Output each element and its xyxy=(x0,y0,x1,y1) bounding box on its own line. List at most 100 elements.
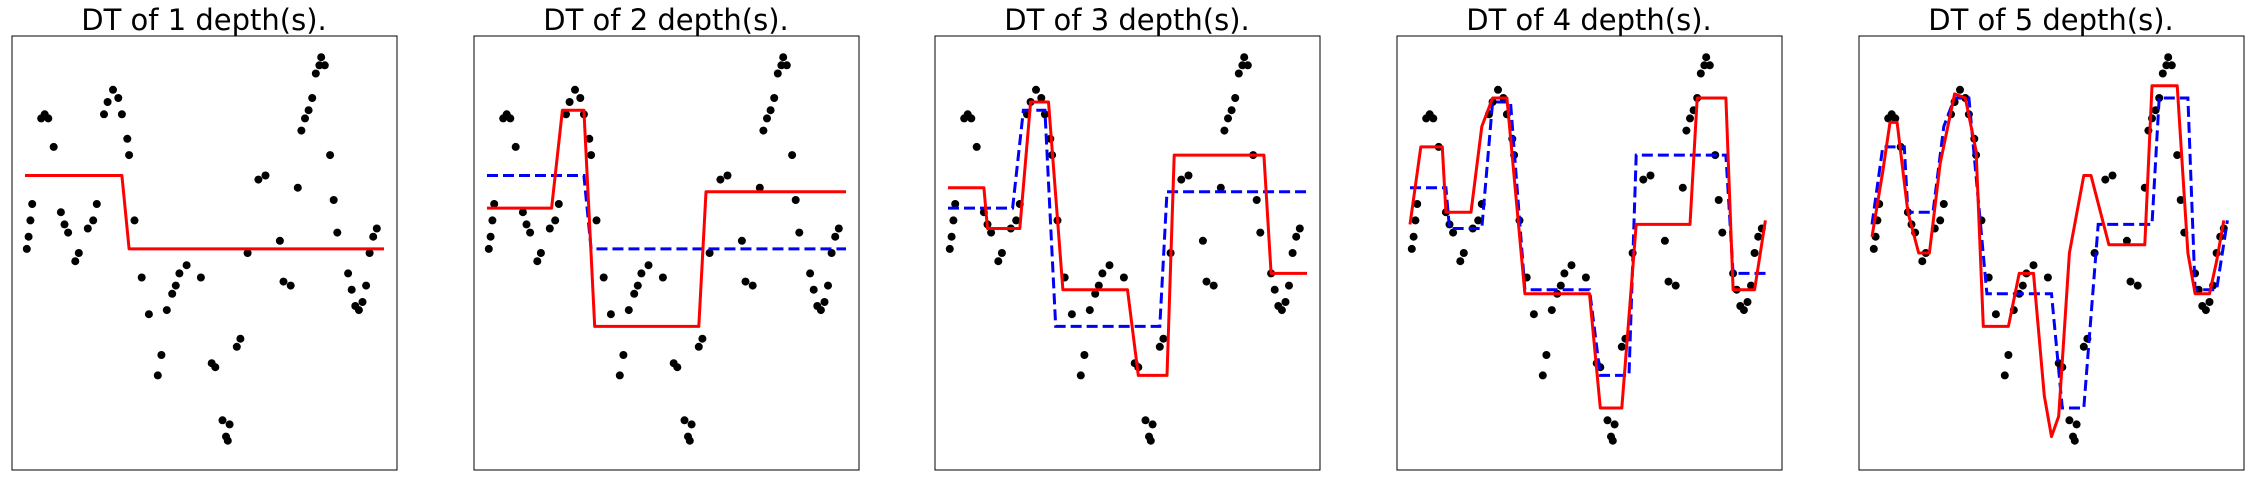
data-point xyxy=(254,175,263,184)
data-point xyxy=(766,106,775,115)
data-point xyxy=(261,171,270,180)
data-point xyxy=(2065,416,2074,425)
data-point xyxy=(1747,281,1755,290)
data-point xyxy=(1714,196,1723,204)
data-point xyxy=(1220,126,1229,135)
data-point xyxy=(64,228,73,237)
data-point xyxy=(2004,351,2013,359)
data-point xyxy=(49,142,58,151)
data-point xyxy=(1407,244,1416,253)
panel-title-4: DT of 4 depth(s). xyxy=(1466,3,1711,37)
data-point xyxy=(606,310,615,319)
data-point xyxy=(232,342,241,351)
data-point xyxy=(2018,281,2027,290)
data-point xyxy=(44,114,53,123)
data-point xyxy=(824,281,832,290)
data-point xyxy=(1956,85,1964,94)
data-point xyxy=(1686,114,1694,123)
panel-5: DT of 5 depth(s). xyxy=(1858,3,2245,471)
data-point xyxy=(60,220,69,229)
data-point xyxy=(1146,436,1155,445)
data-point xyxy=(28,200,37,208)
data-point xyxy=(1288,249,1297,257)
data-point xyxy=(1538,371,1547,380)
data-point xyxy=(1449,228,1458,237)
data-point xyxy=(1198,236,1207,245)
data-point xyxy=(243,249,252,257)
panel-4: DT of 4 depth(s). xyxy=(1396,3,1783,471)
data-point xyxy=(1474,216,1483,225)
data-point xyxy=(1240,53,1249,62)
data-point xyxy=(619,351,628,359)
data-point xyxy=(168,289,177,298)
data-point xyxy=(100,110,108,119)
data-point xyxy=(994,257,1003,266)
data-point xyxy=(1141,416,1150,425)
data-point xyxy=(599,273,608,282)
data-point xyxy=(1702,53,1711,62)
current-depth-fit-line xyxy=(487,108,846,328)
data-point xyxy=(218,416,227,425)
data-point xyxy=(358,298,367,306)
data-point xyxy=(320,61,329,70)
data-point xyxy=(673,363,682,372)
data-point xyxy=(2043,273,2052,282)
data-point xyxy=(279,277,288,286)
data-point xyxy=(2133,281,2142,290)
data-point xyxy=(1216,183,1225,192)
data-point xyxy=(2158,69,2167,78)
data-point xyxy=(947,232,956,241)
data-point xyxy=(506,114,515,123)
data-point xyxy=(615,371,624,380)
data-point xyxy=(685,436,694,445)
data-point xyxy=(1664,277,1673,286)
data-point xyxy=(633,281,642,290)
data-point xyxy=(1678,183,1687,192)
current-depth-fit-line xyxy=(948,100,1307,377)
data-point xyxy=(1936,216,1945,225)
data-point xyxy=(317,53,326,62)
data-point xyxy=(1542,351,1551,359)
data-point xyxy=(716,175,725,184)
data-point xyxy=(109,85,117,94)
data-point xyxy=(26,216,35,225)
data-point xyxy=(536,249,545,257)
data-point xyxy=(372,224,381,233)
data-point xyxy=(326,151,335,160)
data-point xyxy=(741,277,750,286)
data-point xyxy=(236,334,245,343)
data-point xyxy=(2205,298,2214,306)
data-point xyxy=(585,134,594,143)
data-point xyxy=(1148,420,1157,429)
data-point xyxy=(1252,196,1261,204)
data-point xyxy=(644,261,653,270)
data-point xyxy=(157,351,166,359)
panel-title-1: DT of 1 depth(s). xyxy=(81,3,326,37)
data-point xyxy=(196,273,205,282)
data-point xyxy=(153,371,162,380)
data-point xyxy=(565,98,574,106)
data-point xyxy=(518,208,527,217)
data-point xyxy=(545,224,554,233)
data-point xyxy=(1603,416,1612,425)
data-point xyxy=(2176,196,2185,204)
data-point xyxy=(587,151,596,160)
data-point xyxy=(1085,306,1094,315)
current-depth-fit-line xyxy=(25,174,384,251)
panel-3: DT of 3 depth(s). xyxy=(934,3,1321,471)
data-point xyxy=(347,285,356,294)
data-point xyxy=(1159,334,1168,343)
data-point xyxy=(759,126,768,135)
data-point xyxy=(680,416,689,425)
data-point xyxy=(365,249,374,257)
data-point xyxy=(1012,216,1021,225)
data-point xyxy=(123,134,132,143)
data-point xyxy=(1076,371,1085,380)
data-point xyxy=(1556,281,1565,290)
data-point xyxy=(1295,224,1304,233)
data-point xyxy=(1285,281,1293,290)
data-point xyxy=(311,69,320,78)
data-point xyxy=(362,281,371,290)
data-point xyxy=(2164,53,2173,62)
